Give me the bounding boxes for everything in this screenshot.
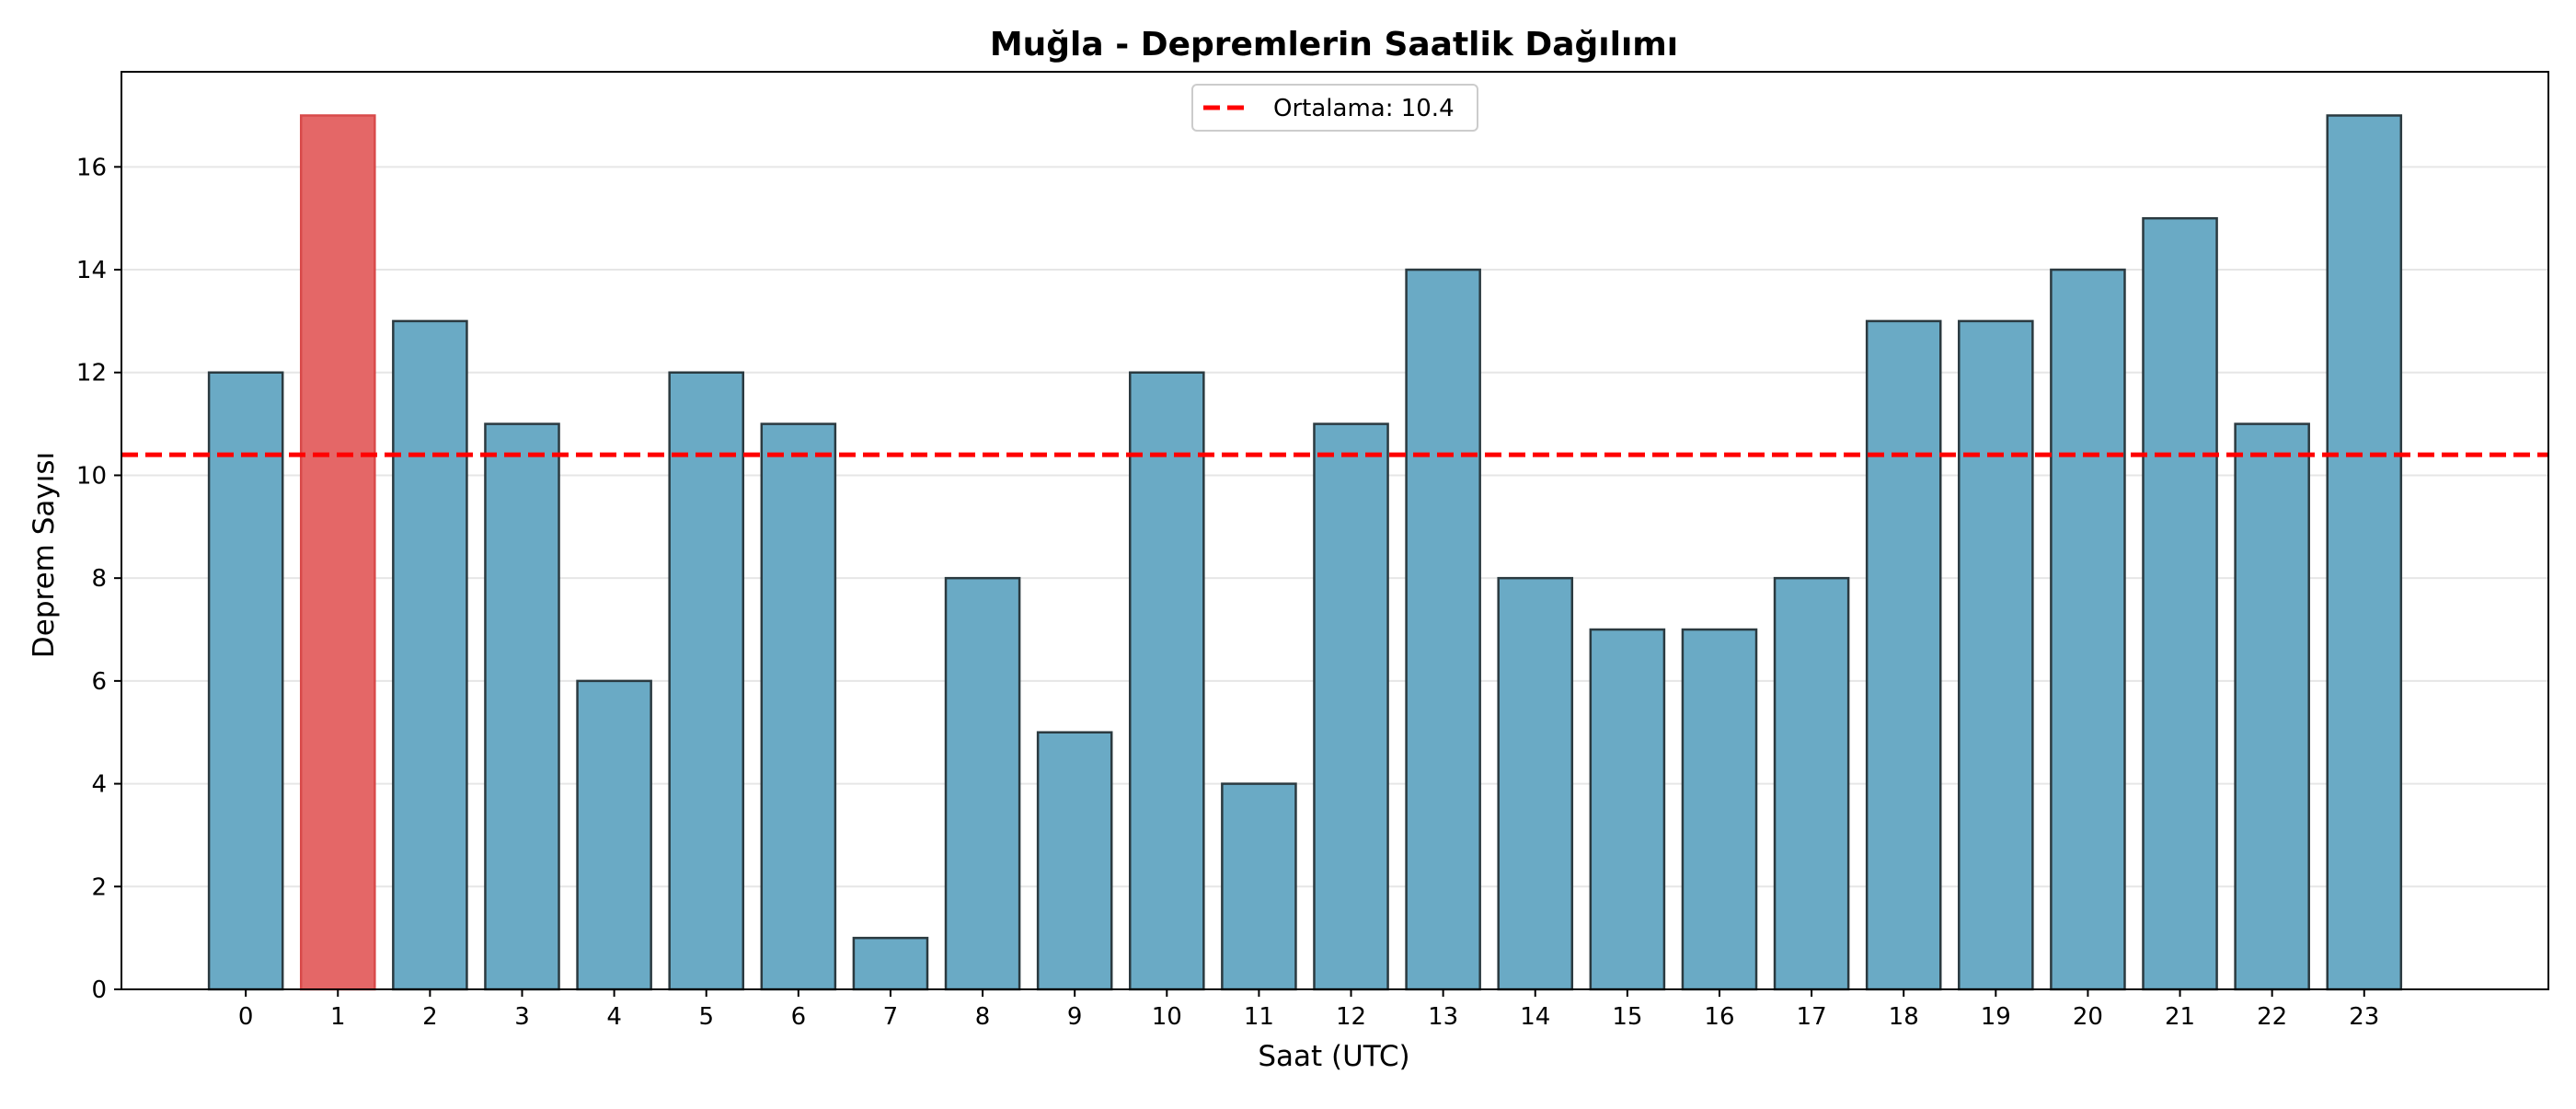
x-tick-label: 3 xyxy=(514,1003,530,1031)
y-tick-label: 0 xyxy=(91,976,107,1004)
x-tick-label: 14 xyxy=(1520,1003,1550,1031)
x-tick-label: 1 xyxy=(330,1003,346,1031)
bar-3 xyxy=(484,422,560,991)
x-tick-label: 7 xyxy=(883,1003,899,1031)
x-tick-label: 2 xyxy=(422,1003,438,1031)
x-tick-label: 9 xyxy=(1067,1003,1083,1031)
chart-title: Muğla - Depremlerin Saatlik Dağılımı xyxy=(990,26,1678,64)
y-tick-label: 8 xyxy=(91,565,107,593)
x-tick-label: 10 xyxy=(1152,1003,1182,1031)
bar-23 xyxy=(2326,114,2403,991)
x-tick-label: 8 xyxy=(975,1003,991,1031)
x-tick-label: 12 xyxy=(1336,1003,1366,1031)
y-tick-label: 10 xyxy=(76,462,107,490)
y-tick-label: 6 xyxy=(91,668,107,696)
y-tick-label: 4 xyxy=(91,771,107,799)
bar-8 xyxy=(944,576,1021,991)
x-tick-label: 15 xyxy=(1612,1003,1642,1031)
bar-18 xyxy=(1865,319,1942,991)
legend-label-mean: Ortalama: 10.4 xyxy=(1273,95,1455,122)
bar-11 xyxy=(1221,782,1297,991)
bar-12 xyxy=(1313,422,1389,991)
x-tick-label: 5 xyxy=(698,1003,714,1031)
legend: Ortalama: 10.4 xyxy=(1191,84,1478,132)
x-tick-label: 4 xyxy=(606,1003,622,1031)
x-axis-ticks: 0 1 2 3 4 5 6 7 8 9 10 11 12 13 14 15 16 17 18 19 20 21 22 23 xyxy=(238,989,2379,1031)
x-tick-label: 13 xyxy=(1428,1003,1458,1031)
bar-10 xyxy=(1128,371,1205,991)
bar-4 xyxy=(576,679,652,991)
bar-20 xyxy=(2050,268,2126,991)
x-tick-label: 17 xyxy=(1797,1003,1827,1031)
bar-1 xyxy=(299,114,376,991)
x-tick-label: 11 xyxy=(1244,1003,1274,1031)
bar-6 xyxy=(760,422,837,991)
bar-22 xyxy=(2234,422,2310,991)
bar-0 xyxy=(207,371,284,991)
bar-9 xyxy=(1036,731,1113,991)
bar-14 xyxy=(1497,576,1574,991)
y-axis-ticks: 0 2 4 6 8 10 12 14 16 xyxy=(76,154,121,1004)
legend-box xyxy=(1191,84,1478,132)
x-tick-label: 0 xyxy=(238,1003,254,1031)
bar-16 xyxy=(1681,628,1758,991)
x-tick-label: 21 xyxy=(2165,1003,2195,1031)
x-tick-label: 19 xyxy=(1981,1003,2011,1031)
bar-5 xyxy=(668,371,745,991)
y-tick-label: 16 xyxy=(76,154,107,181)
x-tick-label: 23 xyxy=(2349,1003,2379,1031)
x-tick-label: 22 xyxy=(2257,1003,2287,1031)
x-tick-label: 6 xyxy=(791,1003,807,1031)
bar-2 xyxy=(392,319,468,991)
bar-7 xyxy=(852,936,929,991)
x-tick-label: 20 xyxy=(2073,1003,2103,1031)
y-tick-label: 2 xyxy=(91,873,107,901)
bar-13 xyxy=(1405,268,1481,991)
bars xyxy=(207,114,2403,991)
x-tick-label: 16 xyxy=(1704,1003,1734,1031)
bar-19 xyxy=(1958,319,2034,991)
y-tick-label: 14 xyxy=(76,257,107,284)
y-axis-label: Deprem Sayısı xyxy=(28,452,61,658)
x-axis-label: Saat (UTC) xyxy=(1258,1040,1409,1073)
bar-15 xyxy=(1589,628,1666,991)
bar-17 xyxy=(1773,576,1850,991)
bar-21 xyxy=(2142,216,2218,991)
plot-area-frame xyxy=(121,71,2549,990)
y-tick-label: 12 xyxy=(76,360,107,387)
x-tick-label: 18 xyxy=(1889,1003,1919,1031)
